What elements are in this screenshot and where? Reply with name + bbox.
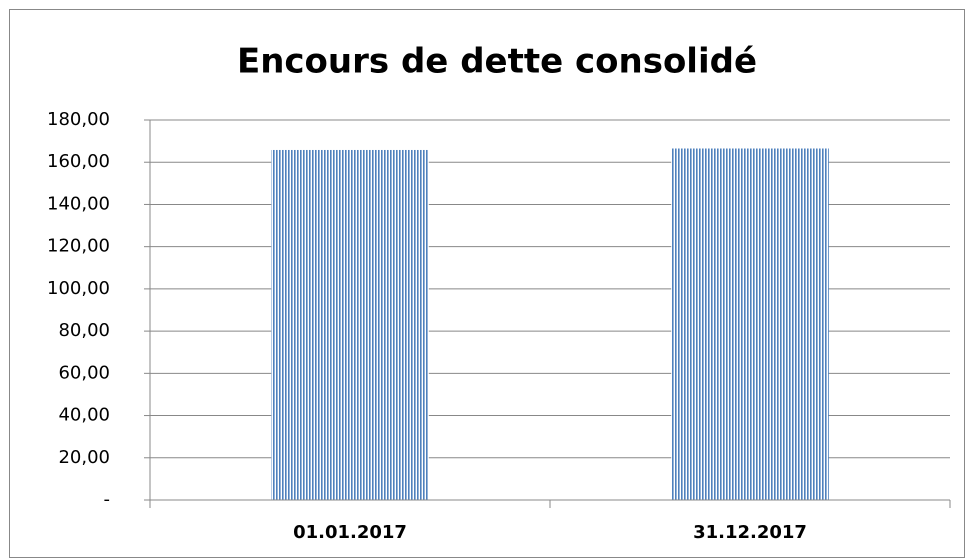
y-tick-label: 140,00 — [47, 193, 110, 214]
bar — [271, 149, 429, 500]
y-tick-label: 80,00 — [58, 320, 110, 341]
y-tick-label: 180,00 — [47, 109, 110, 130]
chart-title: Encours de dette consolidé — [237, 42, 757, 82]
y-tick-label: 60,00 — [58, 362, 110, 383]
y-tick-label: 120,00 — [47, 236, 110, 257]
y-tick-label: 40,00 — [58, 405, 110, 426]
y-tick-label: 100,00 — [47, 278, 110, 299]
y-tick-label: 160,00 — [47, 151, 110, 172]
x-tick-label: 31.12.2017 — [693, 522, 807, 543]
y-tick-label: 20,00 — [58, 447, 110, 468]
x-tick-label: 01.01.2017 — [293, 522, 407, 543]
bar — [671, 148, 829, 500]
y-tick-label: - — [104, 489, 111, 510]
